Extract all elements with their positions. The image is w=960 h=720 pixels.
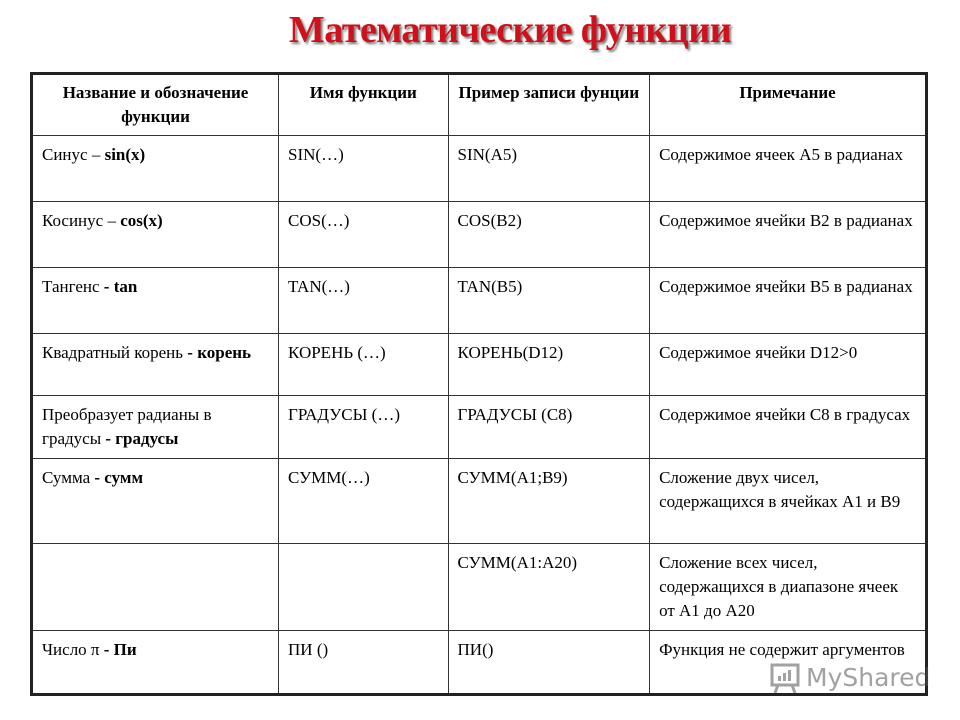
name-bold-text: - корень	[187, 343, 252, 362]
cell-name: Квадратный корень - корень	[30, 333, 280, 396]
cell-example: ПИ()	[447, 630, 651, 695]
cell-function: КОРЕНЬ (…)	[278, 333, 449, 396]
presentation-icon	[770, 663, 800, 694]
name-text: Сумма	[42, 468, 95, 487]
cell-example: SIN(A5)	[447, 135, 651, 202]
cell-note: Содержимое ячейки C8 в градусах	[649, 395, 927, 459]
table-row: Тангенс - tan TAN(…) TAN(B5) Содержимое яче…	[30, 267, 927, 334]
cell-name	[30, 543, 280, 631]
cell-note: Содержимое ячейки B2 в радианах	[649, 201, 927, 268]
watermark-text: MyShared	[806, 662, 931, 692]
cell-name: Синус – sin(x)	[30, 135, 280, 202]
table-row: СУММ(A1:A20) Сложение всех чисел, содержа…	[30, 543, 927, 631]
name-bold-text: sin(x)	[104, 145, 146, 164]
table-row: Косинус – cos(x) COS(…) COS(B2) Содержимое …	[30, 201, 927, 268]
name-bold-text: - tan	[103, 277, 138, 296]
cell-example: TAN(B5)	[447, 267, 651, 334]
name-text: Синус –	[42, 145, 105, 164]
cell-function: SIN(…)	[278, 135, 449, 202]
cell-note: Содержимое ячейки D12>0	[649, 333, 927, 396]
cell-name: Косинус – cos(x)	[30, 201, 280, 268]
cell-note: Сложение всех чисел, содержащихся в диап…	[649, 543, 927, 631]
table-row: Преобразует радианы в градусы - градусы Г…	[30, 395, 927, 459]
cell-note: Содержимое ячейки B5 в радианах	[649, 267, 927, 334]
page-title: Математические функции	[288, 9, 732, 51]
name-text: Косинус –	[42, 211, 121, 230]
cell-example: COS(B2)	[447, 201, 651, 268]
cell-function: TAN(…)	[278, 267, 449, 334]
cell-name: Тангенс - tan	[30, 267, 280, 334]
name-bold-text: - градусы	[105, 429, 179, 448]
table-header-row: Название и обозначение функции Имя функц…	[30, 73, 927, 136]
name-bold-text: cos(x)	[120, 211, 163, 230]
header-function: Имя функции	[278, 73, 449, 136]
functions-table: Название и обозначение функции Имя функц…	[30, 72, 928, 696]
name-text: Тангенс	[42, 277, 104, 296]
cell-example: СУММ(A1;B9)	[447, 458, 651, 544]
cell-note: Содержимое ячеек A5 в радианах	[649, 135, 927, 202]
cell-function: СУММ(…)	[278, 458, 449, 544]
name-bold-text: - Пи	[103, 640, 137, 659]
name-text: Преобразует радианы в градусы	[42, 405, 212, 448]
cell-function: ГРАДУСЫ (…)	[278, 395, 449, 459]
cell-function: COS(…)	[278, 201, 449, 268]
table-row: Квадратный корень - корень КОРЕНЬ (…) КОРЕ…	[30, 333, 927, 396]
header-name: Название и обозначение функции	[30, 73, 280, 136]
header-note: Примечание	[649, 73, 927, 136]
watermark: MyShared	[768, 660, 930, 694]
cell-example: ГРАДУСЫ (C8)	[447, 395, 651, 459]
cell-name: Сумма - сумм	[30, 458, 280, 544]
cell-example: СУММ(A1:A20)	[447, 543, 651, 631]
table-row: Синус – sin(x) SIN(…) SIN(A5) Содержимое яч…	[30, 135, 927, 202]
cell-function: ПИ ()	[278, 630, 449, 695]
cell-function	[278, 543, 449, 631]
cell-name: Преобразует радианы в градусы - градусы	[30, 395, 280, 459]
cell-note: Сложение двух чисел, содержащихся в ячей…	[649, 458, 927, 544]
table-row: Сумма - сумм СУММ(…) СУММ(A1;B9) Сложение д…	[30, 458, 927, 544]
cell-example: КОРЕНЬ(D12)	[447, 333, 651, 396]
name-text: Число π	[42, 640, 104, 659]
header-example: Пример записи фунции	[447, 73, 651, 136]
cell-name: Число π - Пи	[30, 630, 280, 695]
name-text: Квадратный корень	[42, 343, 188, 362]
name-bold-text: - сумм	[94, 468, 144, 487]
